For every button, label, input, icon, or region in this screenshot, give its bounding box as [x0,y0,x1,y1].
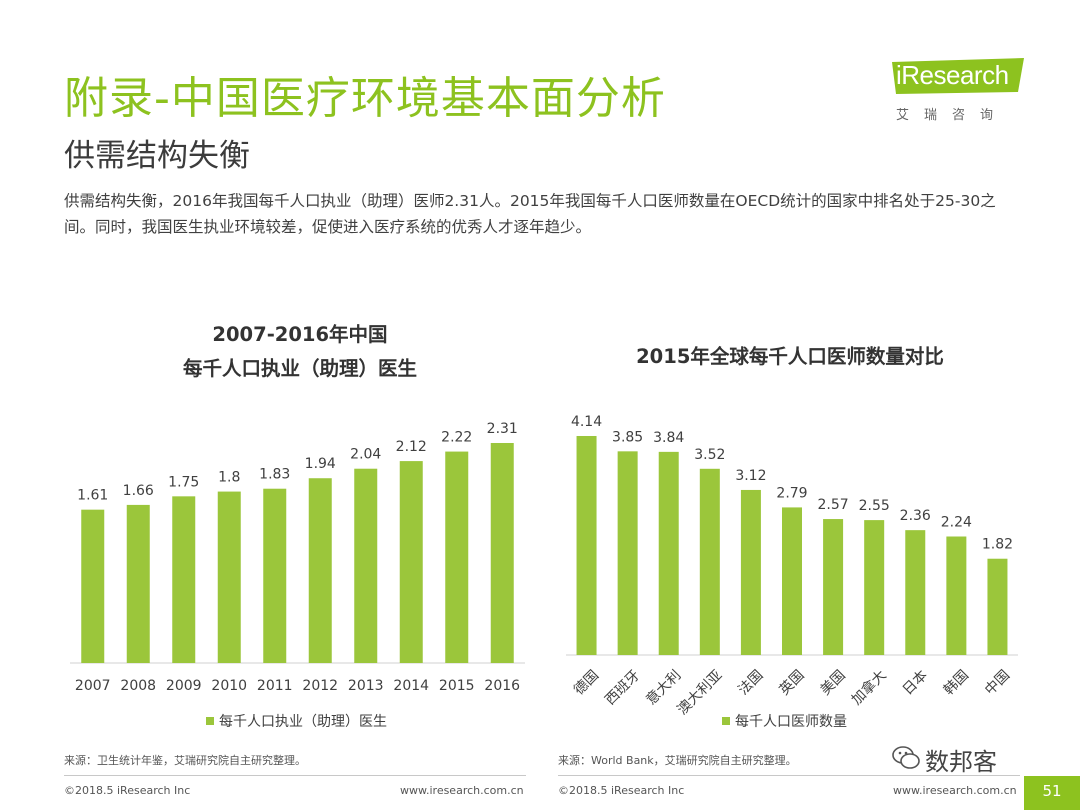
chart2-value-label: 2.36 [900,508,931,524]
chart2-value-label: 3.85 [612,429,643,445]
chart1-title-line2: 每千人口执业（助理）医生 [182,357,417,380]
footer-copyright-right: ©2018.5 iResearch Inc [558,784,685,797]
chart1-value-label: 2.31 [487,421,518,437]
chart2-value-label: 2.24 [941,515,972,531]
chart1-value-label: 1.94 [305,456,336,472]
chart1-source: 来源：卫生统计年鉴，艾瑞研究院自主研究整理。 [64,754,306,767]
chart1-legend-label: 每千人口执业（助理）医生 [219,714,387,730]
chart1-bar [263,488,287,663]
chart2-value-label: 2.79 [776,485,807,501]
logo-text: iResearch [896,60,1009,90]
chart1-value-label: 2.12 [396,439,427,455]
chart1-value-label: 1.66 [123,483,154,499]
chart1-bar [126,504,150,663]
chart2-tick-label: 英国 [776,667,808,699]
chart2-bar [946,536,967,655]
wechat-icon [892,746,920,769]
chart1-legend-swatch [206,717,214,725]
wechat-watermark: 数邦客 [892,742,997,777]
chart1-tick-label: 2010 [211,678,247,694]
chart2-value-label: 3.52 [694,447,725,463]
chart2-tick-label: 美国 [818,667,849,698]
chart2-tick-label: 日本 [900,667,931,698]
chart1-tick-label: 2014 [393,678,429,694]
chart2-bar [699,468,720,655]
chart2-bar [658,451,679,655]
footer-divider-right [558,775,1020,776]
chart2-source: 来源：World Bank，艾瑞研究院自主研究整理。 [558,754,797,767]
page-subtitle: 供需结构失衡 [64,138,250,174]
chart1-bar [490,442,514,663]
chart1-value-label: 1.8 [218,470,240,486]
chart1-tick-label: 2009 [166,678,202,694]
chart1-tick-label: 2007 [75,678,111,694]
chart2-value-label: 2.55 [859,498,890,514]
footer-divider-left [64,775,526,776]
chart2-tick-label: 德国 [571,667,602,698]
page-number: 51 [1024,776,1080,810]
chart1-title: 2007-2016年中国 每千人口执业（助理）医生 [120,318,480,386]
chart2-title: 2015年全球每千人口医师数量对比 [636,345,944,368]
chart1-value-label: 1.75 [168,474,199,490]
chart2-bar [823,519,844,655]
chart2-value-label: 1.82 [982,537,1013,553]
chart1-value-label: 2.04 [350,447,381,463]
chart2-tick-label: 中国 [982,667,1013,698]
chart2-tick-label: 西班牙 [602,667,643,708]
chart2-bar [617,451,638,655]
chart1-title-line1: 2007-2016年中国 [212,323,388,346]
chart2-value-label: 2.57 [818,497,849,513]
chart2-bar [740,489,761,655]
chart1-bar [399,461,423,663]
logo-cn-text: 艾瑞咨询 [896,108,1009,123]
chart2-value-label: 3.12 [735,468,766,484]
chart1-bar [354,468,378,663]
chart1-tick-label: 2013 [348,678,384,694]
footer-url-right[interactable]: www.iresearch.com.cn [893,784,1017,797]
chart2-tick-label: 澳大利亚 [675,667,726,718]
chart1-value-label: 1.83 [259,467,290,483]
chart2-tick-label: 韩国 [941,667,972,698]
chart2-bar [987,558,1008,655]
chart1-value-label: 1.61 [77,488,108,504]
chart1-bar [308,478,332,663]
logo-badge [892,58,1024,94]
iresearch-logo: iResearch 艾瑞咨询 [892,58,1032,128]
page-title: 附录-中国医疗环境基本面分析 [64,73,666,124]
chart1-tick-label: 2011 [257,678,293,694]
chart2-legend-label: 每千人口医师数量 [735,714,847,730]
chart1-bar [172,496,196,663]
chart1-tick-label: 2016 [484,678,520,694]
chart1-bar [81,509,105,663]
chart1-tick-label: 2012 [302,678,338,694]
chart1-value-label: 2.22 [441,430,472,446]
chart1-bar [445,451,469,663]
chart2-value-label: 3.84 [653,430,684,446]
chart2-tick-label: 法国 [735,667,766,698]
chart1-tick-label: 2008 [120,678,156,694]
chart1-svg: 1.61 2007 1.66 2008 1.75 2009 1.8 2010 1.83 2011 1… [70,421,525,730]
chart2-bar [905,530,926,655]
chart2-legend-swatch [722,717,730,725]
watermark-text: 数邦客 [925,748,997,776]
chart2-tick-label: 加拿大 [848,667,890,709]
chart2-bar [782,507,802,655]
footer-url-left[interactable]: www.iresearch.com.cn [400,784,524,797]
chart2-bar [576,435,597,655]
chart1-tick-label: 2015 [439,678,475,694]
chart2-bar [864,520,885,655]
description-text: 供需结构失衡，2016年我国每千人口执业（助理）医师2.31人。2015年我国每… [64,192,996,236]
chart1-bar [217,491,241,663]
chart2-value-label: 4.14 [571,414,602,430]
footer-copyright-left: ©2018.5 iResearch Inc [64,784,191,797]
